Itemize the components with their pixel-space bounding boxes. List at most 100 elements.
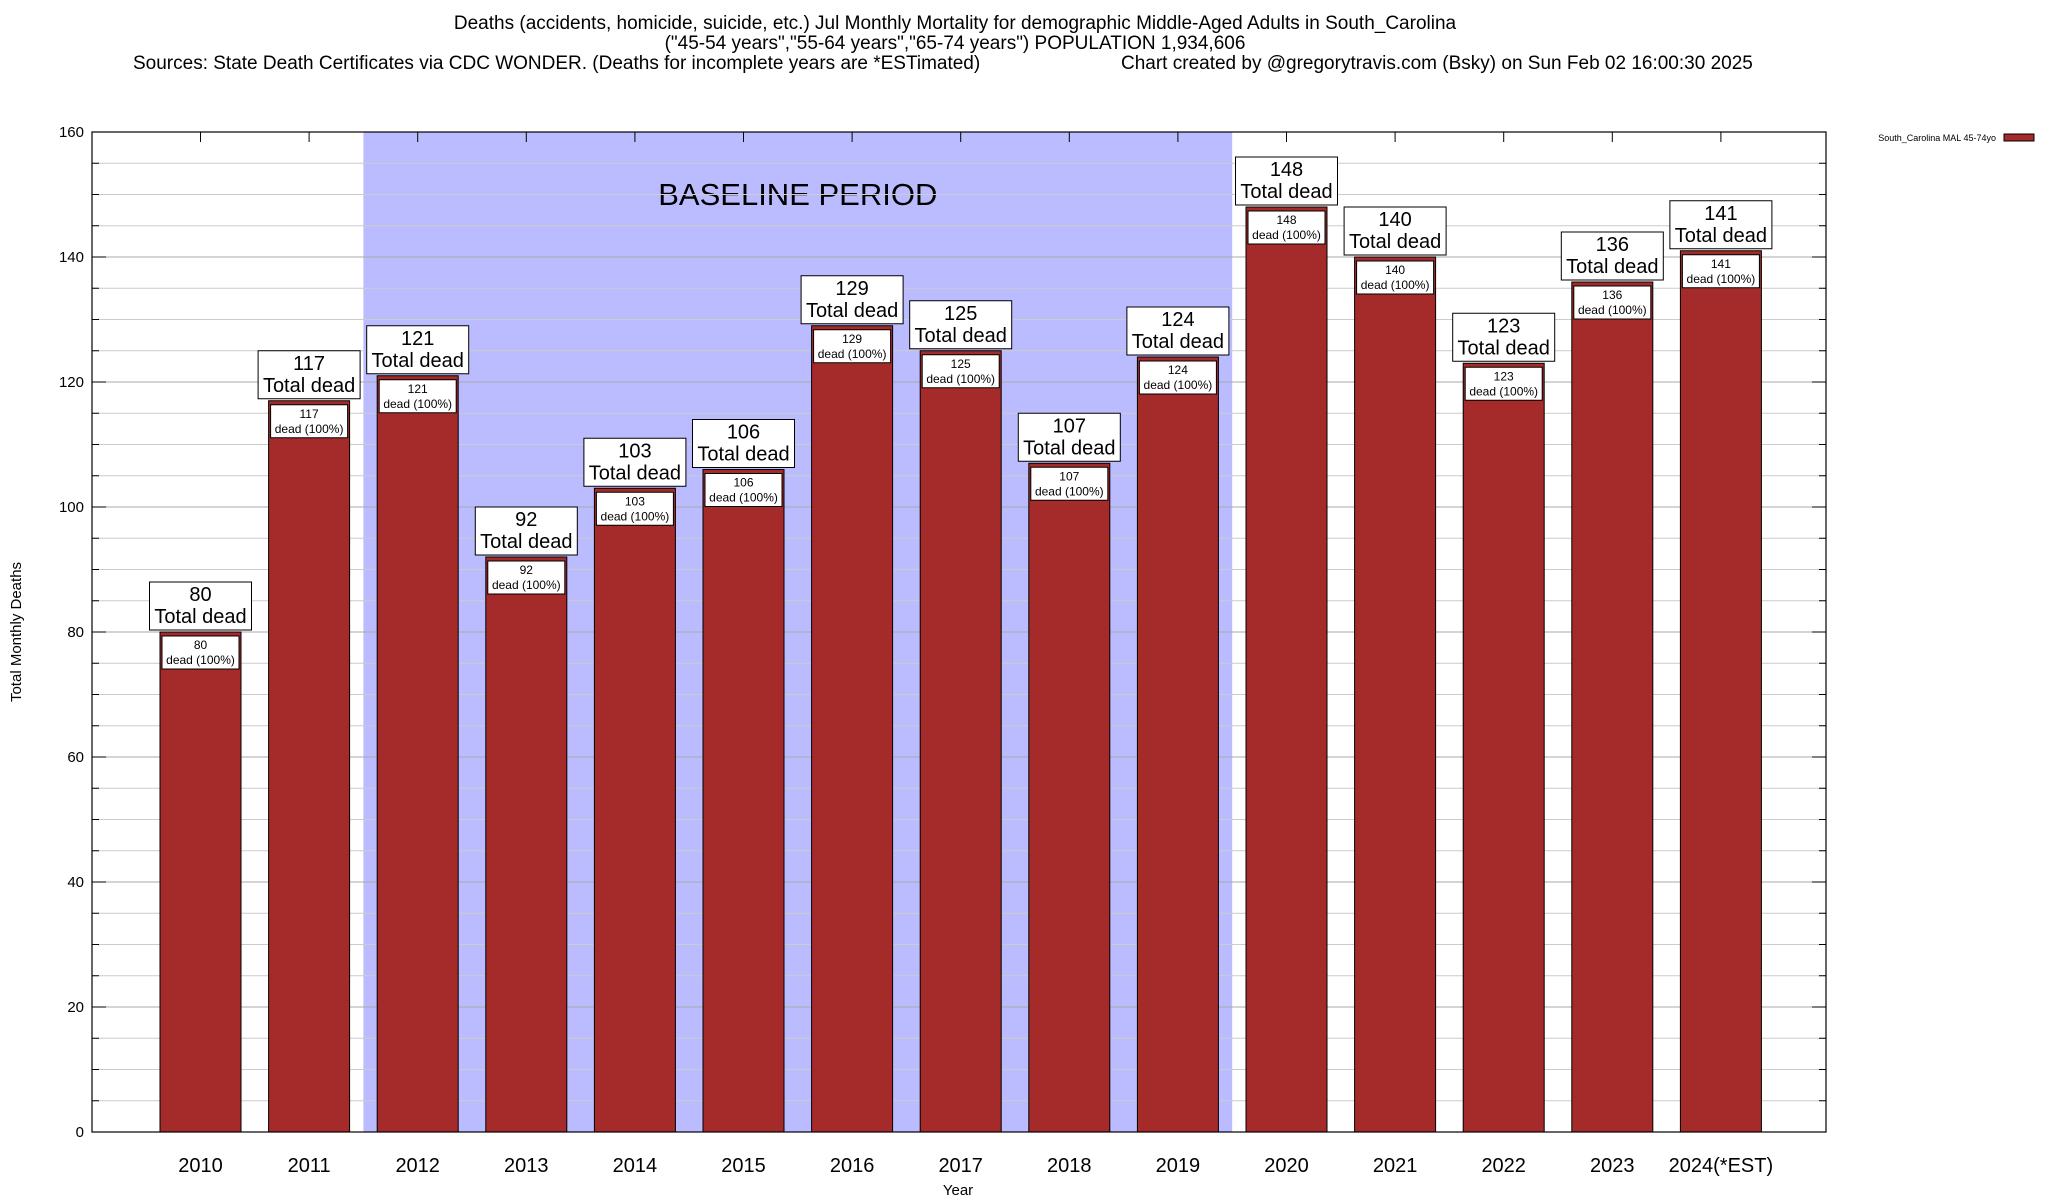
inner-percent-label: dead (100%): [926, 372, 995, 386]
inner-percent-label: dead (100%): [383, 397, 452, 411]
x-tick-label: 2015: [721, 1155, 766, 1177]
y-tick-label: 60: [67, 749, 84, 766]
bar: [702, 469, 785, 1133]
y-tick-label: 140: [59, 249, 84, 266]
x-tick-label: 2019: [1156, 1155, 1201, 1177]
chart-title: Deaths (accidents, homicide, suicide, et…: [0, 0, 2048, 90]
inner-label-box: [161, 635, 240, 670]
top-label-box: [474, 506, 578, 556]
inner-label-box: [378, 379, 457, 414]
top-label-box: [692, 419, 795, 468]
top-value-label: 106: [727, 422, 760, 444]
inner-percent-label: dead (100%): [1469, 384, 1538, 398]
bar: [376, 375, 459, 1133]
top-label-box: [1235, 156, 1338, 206]
top-total-label: Total dead: [1349, 231, 1441, 253]
top-value-label: 124: [1161, 309, 1194, 331]
top-total-label: Total dead: [372, 350, 464, 372]
top-label-box: [366, 325, 470, 375]
y-tick-label: 120: [59, 374, 84, 391]
top-value-label: 148: [1270, 159, 1303, 181]
inner-value-label: 125: [951, 357, 971, 371]
x-tick-label: 2020: [1264, 1155, 1309, 1177]
y-tick-label: 0: [76, 1124, 84, 1141]
top-label-box: [800, 275, 904, 325]
top-label-box: [583, 437, 687, 487]
x-tick-label: 2024(*EST): [1669, 1155, 1774, 1177]
top-total-label: Total dead: [806, 300, 898, 322]
top-label-box: [149, 581, 252, 631]
legend-swatch: [2003, 133, 2035, 142]
top-label-box: [1343, 206, 1447, 256]
top-value-label: 80: [189, 584, 211, 606]
x-tick-label: 2010: [178, 1155, 223, 1177]
top-label-box: [1560, 231, 1664, 281]
inner-percent-label: dead (100%): [1361, 278, 1430, 292]
x-tick-label: 2017: [938, 1155, 983, 1177]
top-total-label: Total dead: [1023, 437, 1115, 459]
inner-percent-label: dead (100%): [1252, 228, 1321, 242]
bar: [1136, 356, 1219, 1133]
bar: [1462, 362, 1545, 1133]
inner-label-box: [704, 473, 783, 507]
top-value-label: 136: [1596, 234, 1629, 256]
y-tick-label: 40: [67, 874, 84, 891]
bar: [1679, 250, 1762, 1133]
bar: [1354, 256, 1437, 1133]
inner-percent-label: dead (100%): [601, 509, 670, 523]
inner-value-label: 136: [1602, 288, 1622, 302]
bar: [1245, 206, 1328, 1133]
y-tick-label: 80: [67, 624, 84, 641]
inner-value-label: 106: [733, 476, 753, 490]
inner-label-box: [1030, 466, 1109, 501]
inner-value-label: 121: [408, 382, 428, 396]
bar: [919, 350, 1002, 1133]
inner-value-label: 129: [842, 332, 862, 346]
top-label-box: [1452, 312, 1556, 362]
inner-percent-label: dead (100%): [1144, 378, 1213, 392]
x-tick-label: 2021: [1373, 1155, 1418, 1177]
bar: [485, 556, 568, 1133]
bar: [1028, 462, 1111, 1133]
top-value-label: 123: [1487, 315, 1520, 337]
x-tick-label: 2023: [1590, 1155, 1635, 1177]
inner-percent-label: dead (100%): [818, 347, 887, 361]
y-tick-label: 20: [67, 999, 84, 1016]
inner-value-label: 141: [1711, 257, 1731, 271]
top-label-box: [1669, 200, 1773, 250]
title-line-main: Deaths (accidents, homicide, suicide, et…: [453, 13, 1457, 34]
top-value-label: 121: [401, 328, 434, 350]
inner-percent-label: dead (100%): [1687, 272, 1756, 286]
inner-label-box: [487, 560, 566, 595]
y-axis-title: Total Monthly Deaths: [8, 562, 25, 702]
top-label-box: [1017, 412, 1121, 462]
x-tick-label: 2014: [613, 1155, 658, 1177]
inner-value-label: 140: [1385, 263, 1405, 277]
plot-border: [91, 131, 1827, 1133]
inner-percent-label: dead (100%): [166, 653, 235, 667]
bar: [1571, 281, 1654, 1133]
top-value-label: 92: [515, 509, 537, 531]
inner-percent-label: dead (100%): [275, 422, 344, 436]
inner-value-label: 148: [1276, 213, 1296, 227]
title-line-demographic: ("45-54 years","55-64 years","65-74 year…: [664, 33, 1246, 54]
legend-label: South_Carolina MAL 45-74yo: [1878, 133, 1996, 143]
inner-value-label: 80: [194, 638, 208, 652]
bar: [268, 400, 351, 1133]
inner-value-label: 107: [1059, 469, 1079, 483]
y-tick-label: 160: [59, 124, 84, 141]
inner-percent-label: dead (100%): [709, 491, 778, 505]
x-axis-title: Year: [943, 1182, 973, 1199]
top-value-label: 117: [293, 353, 325, 375]
top-total-label: Total dead: [1675, 225, 1767, 247]
x-tick-label: 2022: [1481, 1155, 1526, 1177]
x-tick-label: 2013: [504, 1155, 549, 1177]
bar: [159, 631, 242, 1133]
x-tick-label: 2018: [1047, 1155, 1092, 1177]
inner-value-label: 123: [1494, 369, 1514, 383]
top-total-label: Total dead: [480, 531, 572, 553]
top-value-label: 141: [1704, 203, 1737, 225]
inner-label-box: [1681, 254, 1760, 289]
top-value-label: 103: [618, 440, 651, 462]
